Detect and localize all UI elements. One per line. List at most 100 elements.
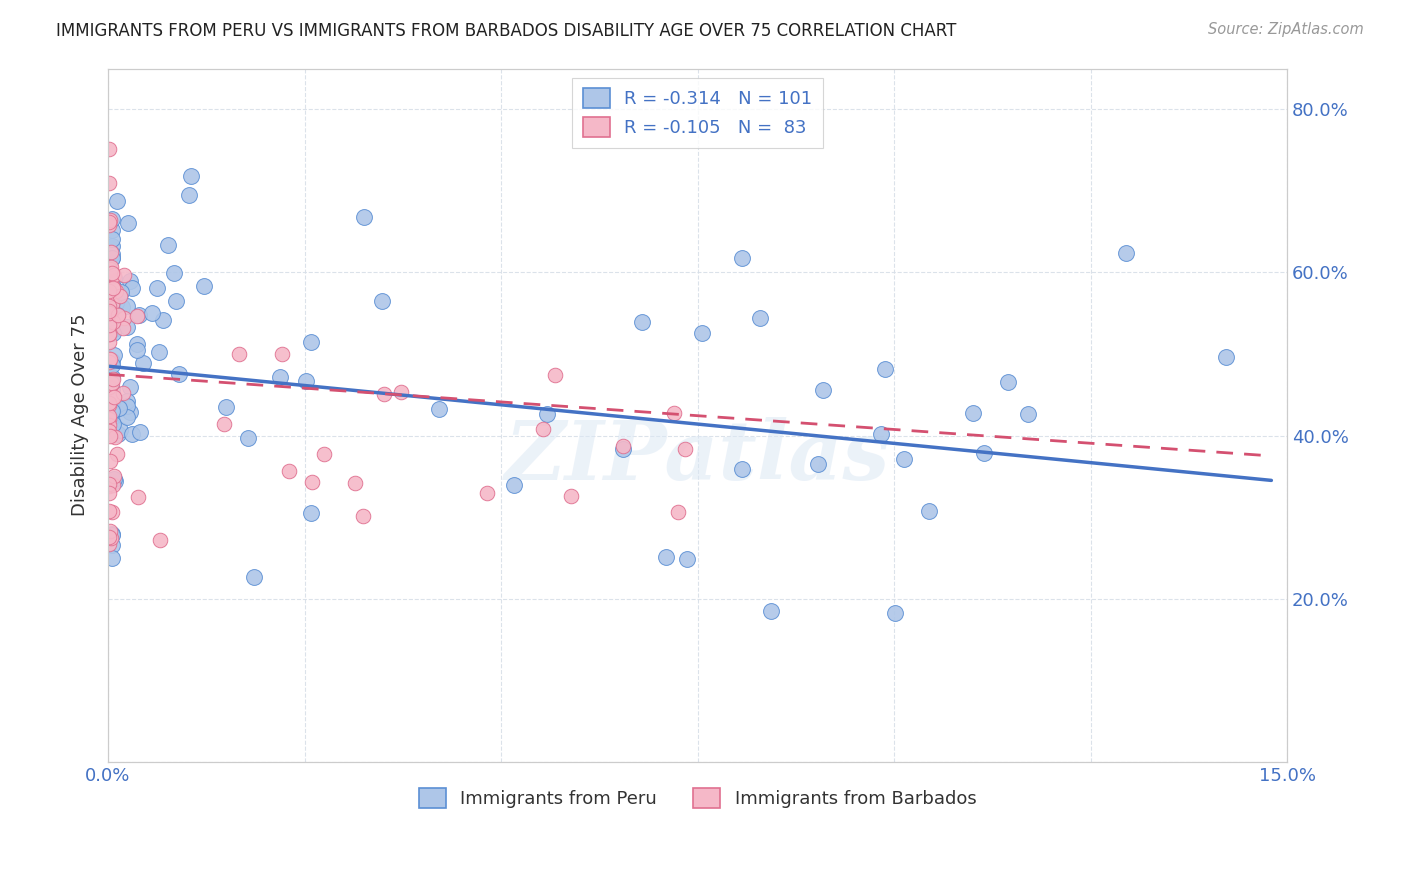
Point: [97, 476, 120, 491]
Point: [101, 382, 124, 396]
Point: [101, 232, 124, 246]
Point: [101, 384, 124, 399]
Point: [120, 405, 142, 419]
Point: [129, 425, 152, 439]
Point: [115, 394, 138, 409]
Point: [101, 550, 124, 565]
Point: [97, 537, 120, 551]
Point: [103, 322, 125, 336]
Point: [107, 401, 129, 415]
Point: [429, 402, 451, 417]
Point: [761, 604, 783, 618]
Point: [690, 326, 713, 340]
Point: [165, 293, 187, 308]
Point: [115, 319, 138, 334]
Point: [128, 308, 150, 322]
Point: [103, 348, 125, 362]
Point: [179, 187, 201, 202]
Point: [149, 533, 172, 547]
Point: [98, 524, 121, 539]
Point: [108, 289, 131, 303]
Point: [97, 380, 120, 394]
Point: [655, 550, 678, 565]
Point: [146, 281, 169, 295]
Point: [560, 489, 582, 503]
Point: [278, 463, 301, 477]
Point: [105, 308, 128, 322]
Point: [373, 387, 395, 401]
Point: [295, 374, 318, 388]
Point: [101, 390, 124, 404]
Point: [125, 343, 148, 357]
Point: [101, 252, 124, 266]
Point: [664, 406, 686, 420]
Point: [301, 334, 323, 349]
Point: [125, 337, 148, 351]
Point: [98, 479, 121, 493]
Point: [121, 427, 143, 442]
Point: [98, 429, 121, 443]
Point: [503, 478, 526, 492]
Point: [236, 431, 259, 445]
Point: [112, 268, 135, 282]
Point: [97, 334, 120, 349]
Point: [101, 418, 124, 433]
Point: [167, 367, 190, 381]
Point: [112, 310, 135, 325]
Point: [100, 266, 122, 280]
Text: ZIPatlas: ZIPatlas: [505, 417, 890, 497]
Point: [215, 400, 238, 414]
Point: [111, 300, 134, 314]
Point: [544, 368, 567, 382]
Point: [105, 447, 128, 461]
Point: [612, 439, 634, 453]
Point: [157, 237, 180, 252]
Point: [101, 281, 124, 295]
Point: [97, 327, 120, 342]
Text: IMMIGRANTS FROM PERU VS IMMIGRANTS FROM BARBADOS DISABILITY AGE OVER 75 CORRELAT: IMMIGRANTS FROM PERU VS IMMIGRANTS FROM …: [56, 22, 956, 40]
Point: [1017, 407, 1039, 421]
Point: [811, 383, 834, 397]
Point: [676, 551, 699, 566]
Point: [101, 527, 124, 541]
Point: [101, 239, 124, 253]
Point: [97, 299, 120, 313]
Point: [98, 454, 121, 468]
Point: [730, 251, 752, 265]
Point: [97, 412, 120, 426]
Point: [105, 194, 128, 208]
Point: [873, 362, 896, 376]
Point: [107, 401, 129, 416]
Point: [893, 452, 915, 467]
Point: [477, 486, 499, 500]
Point: [101, 359, 124, 373]
Point: [97, 304, 120, 318]
Point: [353, 210, 375, 224]
Point: [97, 306, 120, 320]
Point: [631, 315, 654, 329]
Point: [343, 476, 366, 491]
Point: [103, 315, 125, 329]
Point: [312, 447, 335, 461]
Point: [98, 287, 121, 301]
Point: [97, 318, 120, 332]
Point: [228, 347, 250, 361]
Point: [97, 326, 120, 341]
Point: [103, 268, 125, 283]
Point: [107, 308, 129, 322]
Point: [299, 506, 322, 520]
Point: [110, 285, 132, 299]
Point: [101, 417, 124, 432]
Point: [536, 407, 558, 421]
Point: [101, 274, 124, 288]
Point: [97, 215, 120, 229]
Point: [103, 280, 125, 294]
Point: [97, 398, 120, 412]
Point: [101, 537, 124, 551]
Point: [141, 306, 163, 320]
Point: [101, 478, 124, 492]
Point: [100, 244, 122, 259]
Point: [103, 390, 125, 404]
Point: [97, 176, 120, 190]
Point: [271, 347, 294, 361]
